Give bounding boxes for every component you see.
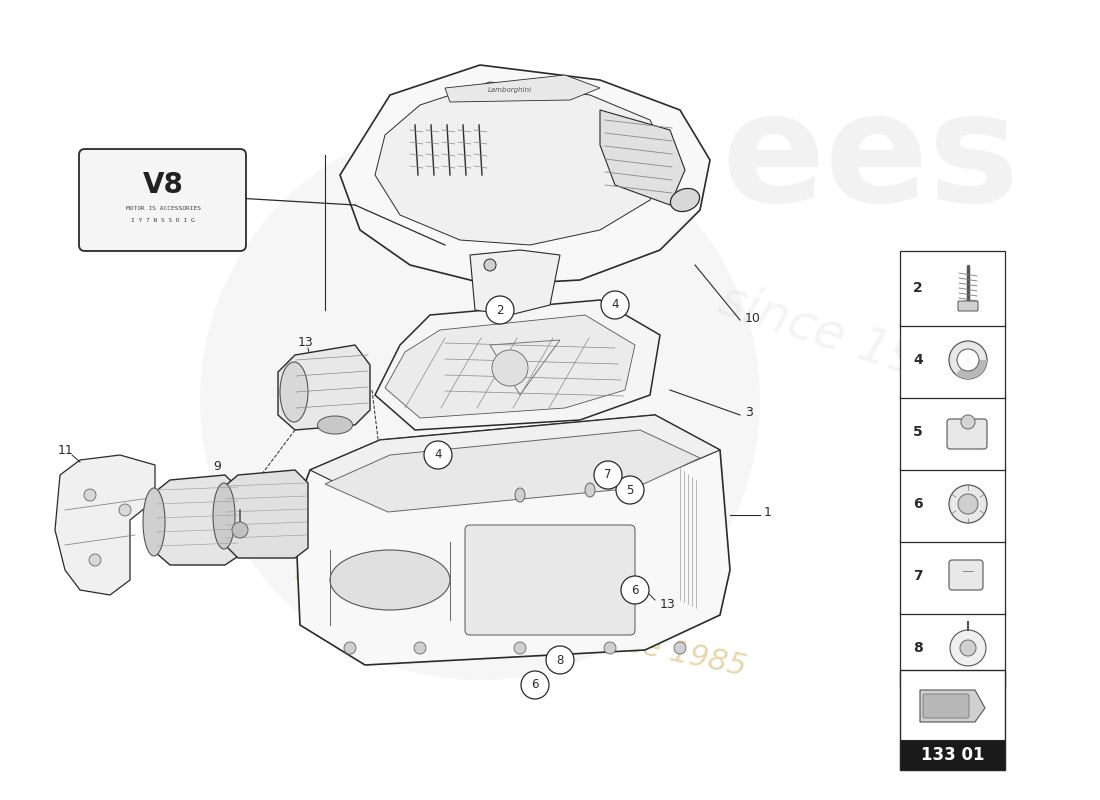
Polygon shape (226, 470, 308, 558)
Circle shape (594, 461, 621, 489)
Circle shape (200, 120, 760, 680)
Circle shape (621, 576, 649, 604)
Ellipse shape (213, 483, 235, 549)
Ellipse shape (143, 488, 165, 556)
Text: 2: 2 (496, 303, 504, 317)
Text: 8: 8 (557, 654, 563, 666)
Text: Lamborghini: Lamborghini (488, 87, 532, 93)
FancyBboxPatch shape (900, 322, 1005, 398)
Text: 13: 13 (298, 335, 314, 349)
Circle shape (960, 640, 976, 656)
Circle shape (957, 349, 979, 371)
Text: 3: 3 (745, 406, 752, 419)
Polygon shape (340, 65, 710, 285)
Text: ees: ees (720, 86, 1019, 234)
Circle shape (958, 494, 978, 514)
Text: 12: 12 (94, 149, 109, 162)
Text: 10: 10 (745, 311, 761, 325)
FancyBboxPatch shape (900, 394, 1005, 470)
Ellipse shape (330, 550, 450, 610)
Polygon shape (278, 345, 370, 430)
Text: 6: 6 (913, 497, 923, 511)
Wedge shape (956, 360, 987, 379)
FancyBboxPatch shape (900, 740, 1005, 770)
FancyBboxPatch shape (900, 538, 1005, 614)
Ellipse shape (670, 189, 700, 211)
Circle shape (486, 296, 514, 324)
Text: 5: 5 (626, 483, 634, 497)
Circle shape (949, 341, 987, 379)
Text: 4: 4 (434, 449, 442, 462)
Text: since 1985: since 1985 (713, 275, 988, 405)
Circle shape (119, 504, 131, 516)
Polygon shape (295, 415, 730, 665)
FancyBboxPatch shape (923, 694, 969, 718)
Circle shape (232, 522, 248, 538)
FancyBboxPatch shape (900, 670, 1005, 770)
Text: 7: 7 (604, 469, 612, 482)
Ellipse shape (515, 488, 525, 502)
Text: 1: 1 (764, 506, 772, 519)
FancyBboxPatch shape (947, 419, 987, 449)
Polygon shape (446, 75, 600, 102)
FancyBboxPatch shape (79, 149, 246, 251)
Circle shape (601, 291, 629, 319)
Circle shape (546, 646, 574, 674)
Text: V8: V8 (143, 171, 184, 199)
Text: 4: 4 (612, 298, 618, 311)
Text: 2: 2 (913, 281, 923, 295)
Polygon shape (375, 300, 660, 430)
Polygon shape (600, 110, 685, 205)
Text: 133 01: 133 01 (921, 746, 984, 764)
Circle shape (424, 441, 452, 469)
Circle shape (961, 415, 975, 429)
Polygon shape (324, 430, 700, 512)
Circle shape (521, 671, 549, 699)
Text: 4: 4 (913, 353, 923, 367)
Circle shape (949, 485, 987, 523)
FancyBboxPatch shape (900, 610, 1005, 686)
Circle shape (950, 630, 986, 666)
FancyBboxPatch shape (900, 466, 1005, 542)
Circle shape (484, 259, 496, 271)
Polygon shape (385, 315, 635, 418)
Polygon shape (375, 82, 670, 245)
FancyBboxPatch shape (949, 560, 983, 590)
FancyBboxPatch shape (900, 250, 1005, 326)
Circle shape (674, 642, 686, 654)
FancyBboxPatch shape (465, 525, 635, 635)
Ellipse shape (280, 362, 308, 422)
Polygon shape (470, 250, 560, 315)
Circle shape (604, 642, 616, 654)
Ellipse shape (585, 483, 595, 497)
Text: 5: 5 (913, 425, 923, 439)
Circle shape (344, 642, 356, 654)
Text: 7: 7 (913, 569, 923, 583)
Text: 6: 6 (631, 583, 639, 597)
Ellipse shape (318, 416, 352, 434)
Text: 11: 11 (58, 443, 74, 457)
Circle shape (414, 642, 426, 654)
Text: 9: 9 (213, 459, 221, 473)
Polygon shape (310, 415, 720, 502)
Circle shape (89, 554, 101, 566)
Text: 8: 8 (913, 641, 923, 655)
Text: I Y 7 N S S R I G: I Y 7 N S S R I G (131, 218, 195, 222)
Polygon shape (55, 455, 155, 595)
Polygon shape (155, 475, 240, 565)
Text: 13: 13 (660, 598, 675, 611)
Text: MOTOR IS ACCESSORIES: MOTOR IS ACCESSORIES (125, 206, 200, 210)
FancyBboxPatch shape (958, 301, 978, 311)
Circle shape (492, 350, 528, 386)
Circle shape (616, 476, 644, 504)
Text: a passion for parts since 1985: a passion for parts since 1985 (292, 558, 748, 682)
Text: 6: 6 (531, 678, 539, 691)
Circle shape (84, 489, 96, 501)
Circle shape (514, 642, 526, 654)
Polygon shape (920, 690, 984, 722)
